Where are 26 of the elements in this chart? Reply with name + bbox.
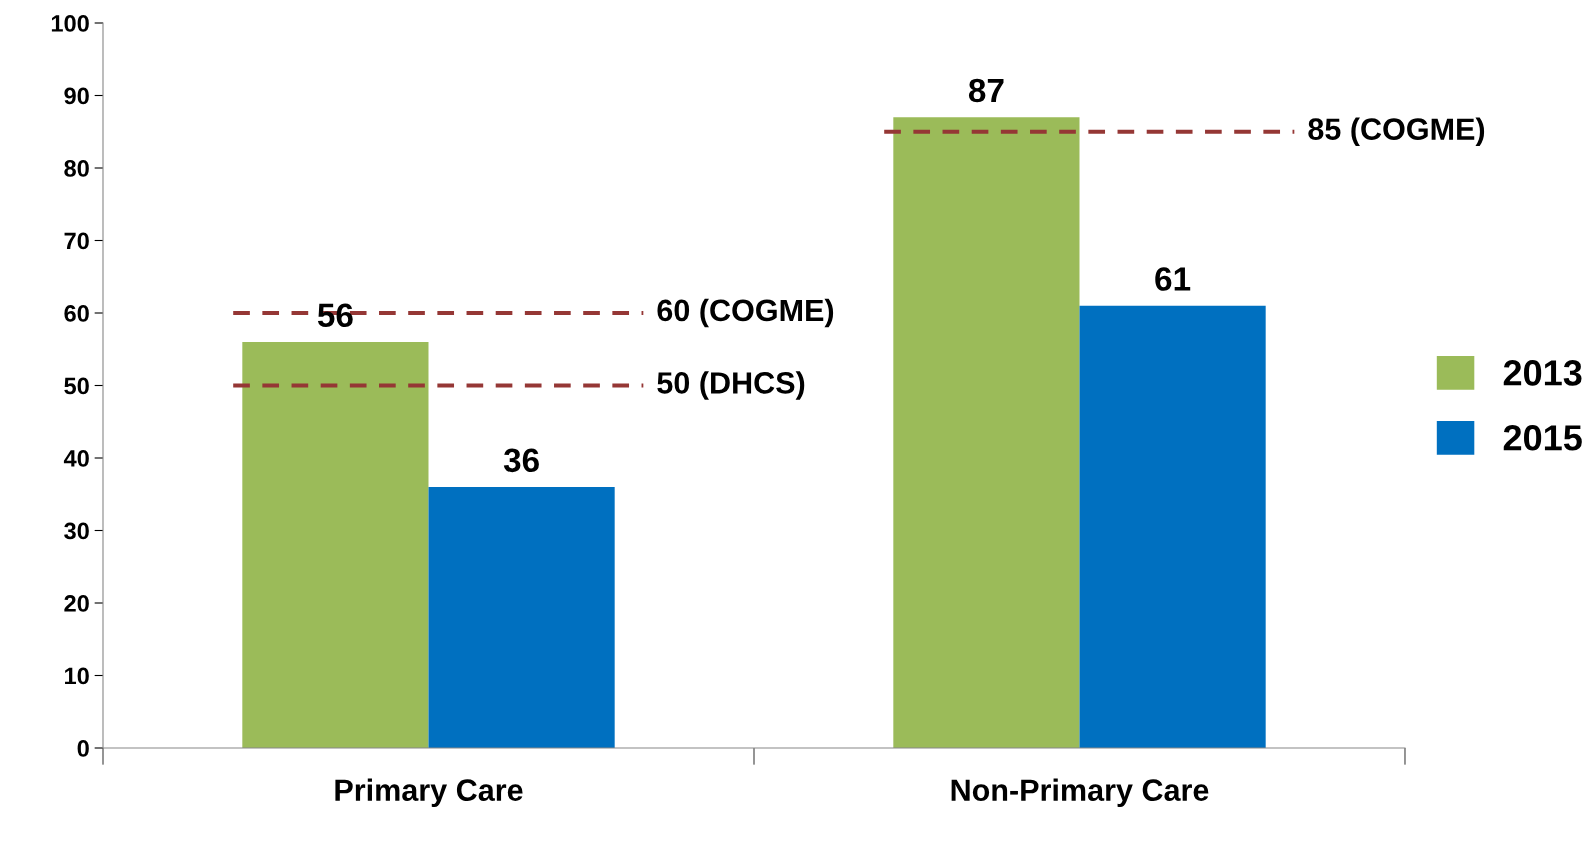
data-label: 61 [1155,267,1191,291]
x-tick-label: Primary Care [335,778,523,808]
y-tick-label: 30 [64,522,89,540]
y-tick-label: 10 [65,667,89,685]
y-tick-label: 40 [63,450,89,467]
bar [893,117,1080,748]
ref-line-label: 60 (COGME) [657,298,834,328]
y-tick-label: 100 [51,15,89,32]
legend-label: 2015 [1503,425,1582,451]
x-tick-label: Non-Primary Care [951,778,1209,808]
bar [1079,305,1266,748]
y-tick-label: 70 [64,232,89,250]
data-label: 56 [317,303,353,328]
y-tick-label: 90 [64,87,89,105]
bar [428,487,615,748]
y-tick-label: 80 [64,160,89,177]
y-tick-label: 60 [64,305,89,322]
y-tick-label: 0 [77,740,89,757]
legend-label: 2013 [1503,360,1582,386]
ref-line-label: 85 (COGME) [1308,117,1485,146]
y-tick-label: 20 [64,595,89,612]
data-label: 36 [503,448,539,473]
y-tick-label: 50 [64,377,89,395]
bar [242,342,429,748]
data-label: 87 [968,78,1004,103]
ref-line-label: 50 (DHCS) [657,371,805,400]
